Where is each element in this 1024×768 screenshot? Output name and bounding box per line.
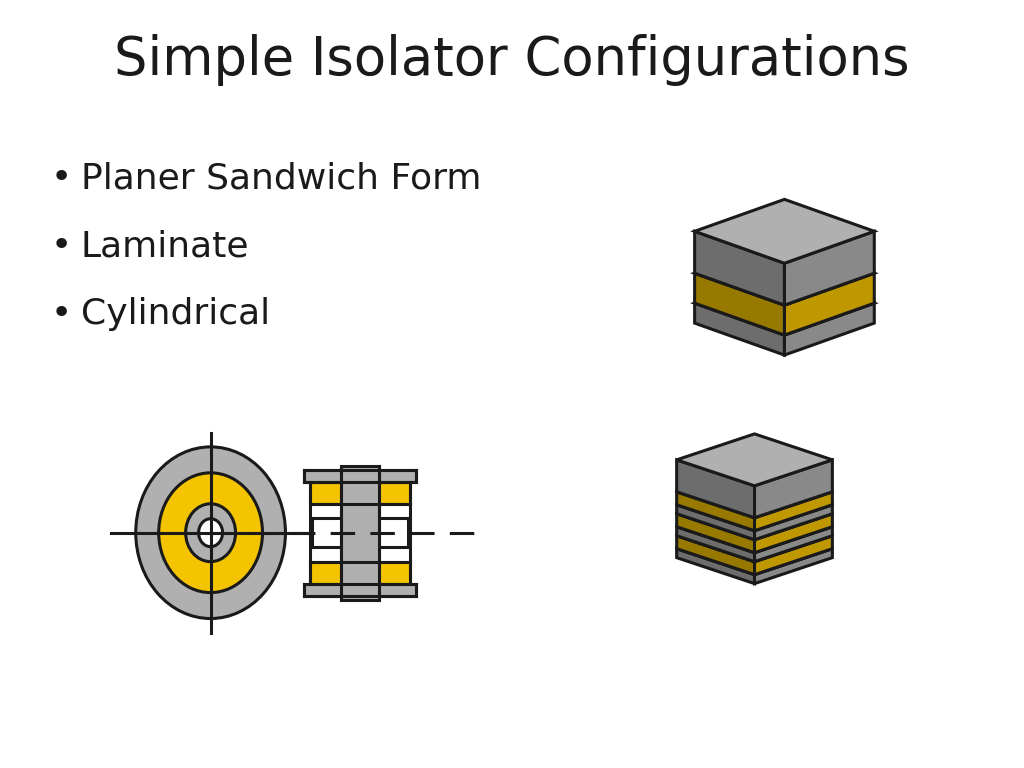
Polygon shape: [677, 466, 833, 518]
Polygon shape: [677, 527, 755, 561]
Polygon shape: [755, 527, 833, 561]
Polygon shape: [784, 303, 874, 355]
Polygon shape: [694, 200, 874, 263]
Polygon shape: [677, 514, 755, 553]
Polygon shape: [677, 548, 755, 584]
Polygon shape: [755, 514, 833, 553]
Polygon shape: [677, 523, 833, 574]
Polygon shape: [677, 505, 755, 540]
Polygon shape: [677, 460, 755, 518]
Polygon shape: [677, 492, 755, 531]
Ellipse shape: [185, 504, 236, 561]
Polygon shape: [677, 536, 755, 574]
Bar: [304, 584, 416, 595]
Polygon shape: [784, 231, 874, 305]
Polygon shape: [755, 492, 833, 531]
Ellipse shape: [199, 518, 222, 547]
Text: Laminate: Laminate: [81, 230, 250, 263]
Text: •: •: [50, 230, 72, 263]
Text: •: •: [50, 297, 72, 331]
Polygon shape: [677, 488, 833, 540]
Polygon shape: [755, 536, 833, 574]
Polygon shape: [755, 460, 833, 518]
Text: Simple Isolator Configurations: Simple Isolator Configurations: [115, 34, 909, 86]
Polygon shape: [755, 548, 833, 584]
Ellipse shape: [136, 447, 286, 618]
Polygon shape: [694, 271, 874, 335]
Bar: [341, 466, 379, 600]
Polygon shape: [694, 231, 784, 305]
Bar: [310, 482, 411, 504]
Text: Planer Sandwich Form: Planer Sandwich Form: [81, 161, 481, 195]
Polygon shape: [694, 241, 874, 305]
Polygon shape: [677, 478, 833, 531]
Bar: [310, 561, 411, 584]
Bar: [312, 518, 409, 547]
Polygon shape: [755, 505, 833, 540]
Polygon shape: [677, 501, 833, 553]
Polygon shape: [694, 273, 784, 335]
Ellipse shape: [159, 473, 262, 593]
Bar: [304, 470, 416, 482]
Text: Cylindrical: Cylindrical: [81, 297, 270, 331]
Polygon shape: [677, 434, 833, 486]
Polygon shape: [784, 273, 874, 335]
Text: •: •: [50, 161, 72, 195]
Polygon shape: [694, 303, 784, 355]
Polygon shape: [677, 510, 833, 561]
